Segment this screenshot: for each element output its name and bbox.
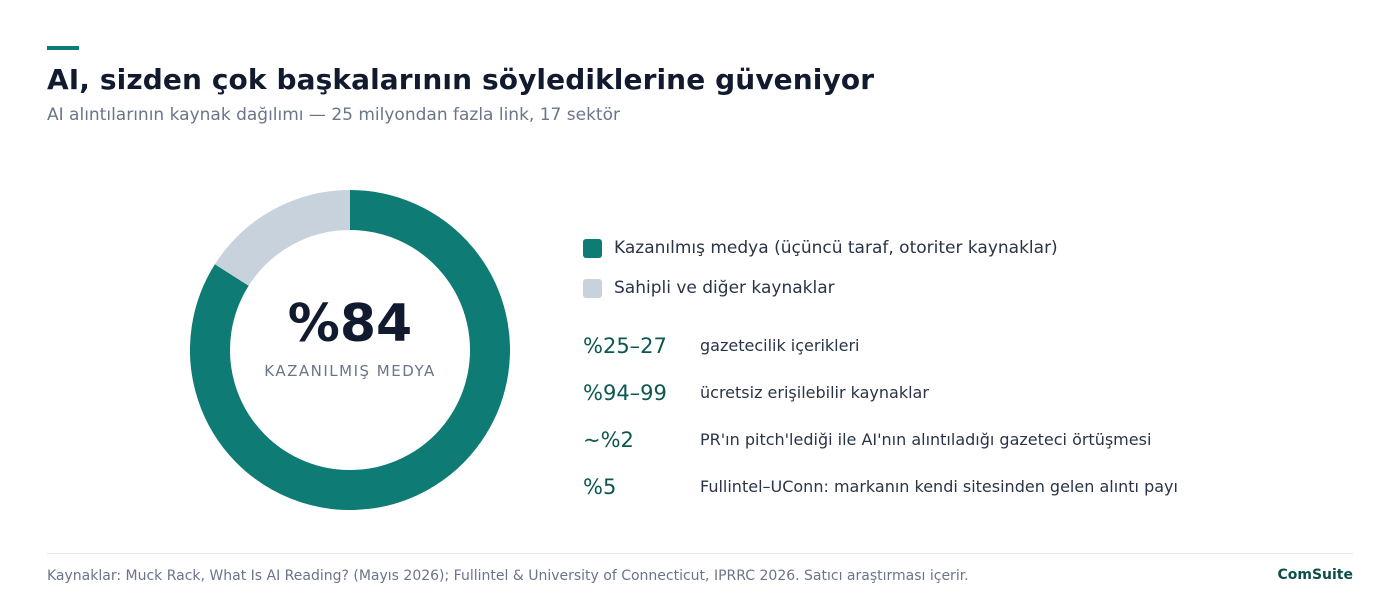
page-title: AI, sizden çok başkalarının söyledikleri… (47, 63, 875, 96)
legend-item-owned-other: Sahipli ve diğer kaynaklar (583, 268, 1058, 308)
title-accent-bar (47, 46, 79, 50)
donut-slice-earned-media (190, 190, 510, 510)
legend-label-owned-other: Sahipli ve diğer kaynaklar (614, 278, 835, 298)
legend-item-earned-media: Kazanılmış medya (üçüncü taraf, otoriter… (583, 228, 1058, 268)
stat-value: %25–27 (583, 333, 667, 358)
stat-row: %94–99 ücretsiz erişilebilir kaynaklar (583, 369, 1178, 416)
donut-svg (190, 190, 510, 510)
stat-value: ~%2 (583, 427, 634, 452)
donut-slice-owned-other (214, 190, 351, 287)
stat-label: PR'ın pitch'lediği ile AI'nın alıntıladı… (700, 430, 1152, 449)
footer-sources: Kaynaklar: Muck Rack, What Is AI Reading… (47, 568, 969, 584)
stat-value: %5 (583, 474, 617, 499)
legend-swatch-earned-media (583, 238, 602, 258)
donut-center-value: %84 (287, 294, 413, 354)
stat-row: ~%2 PR'ın pitch'lediği ile AI'nın alıntı… (583, 416, 1178, 463)
donut-chart: %84 KAZANILMIŞ MEDYA (190, 190, 510, 510)
stat-label: ücretsiz erişilebilir kaynaklar (700, 383, 929, 402)
footer-divider (47, 553, 1353, 554)
legend-swatch-owned-other (583, 278, 602, 298)
stats-list: %25–27 gazetecilik içerikleri %94–99 ücr… (583, 322, 1178, 510)
stat-value: %94–99 (583, 380, 667, 405)
page-subtitle: AI alıntılarının kaynak dağılımı — 25 mi… (47, 105, 620, 125)
donut-center-label: KAZANILMIŞ MEDYA (264, 362, 436, 380)
stat-label: gazetecilik içerikleri (700, 336, 860, 355)
stat-label: Fullintel–UConn: markanın kendi sitesind… (700, 477, 1178, 496)
stat-row: %25–27 gazetecilik içerikleri (583, 322, 1178, 369)
legend-label-earned-media: Kazanılmış medya (üçüncü taraf, otoriter… (614, 238, 1058, 258)
footer-brand-logo: ComSuite (1277, 567, 1353, 583)
chart-legend: Kazanılmış medya (üçüncü taraf, otoriter… (583, 228, 1058, 308)
stat-row: %5 Fullintel–UConn: markanın kendi sites… (583, 463, 1178, 510)
